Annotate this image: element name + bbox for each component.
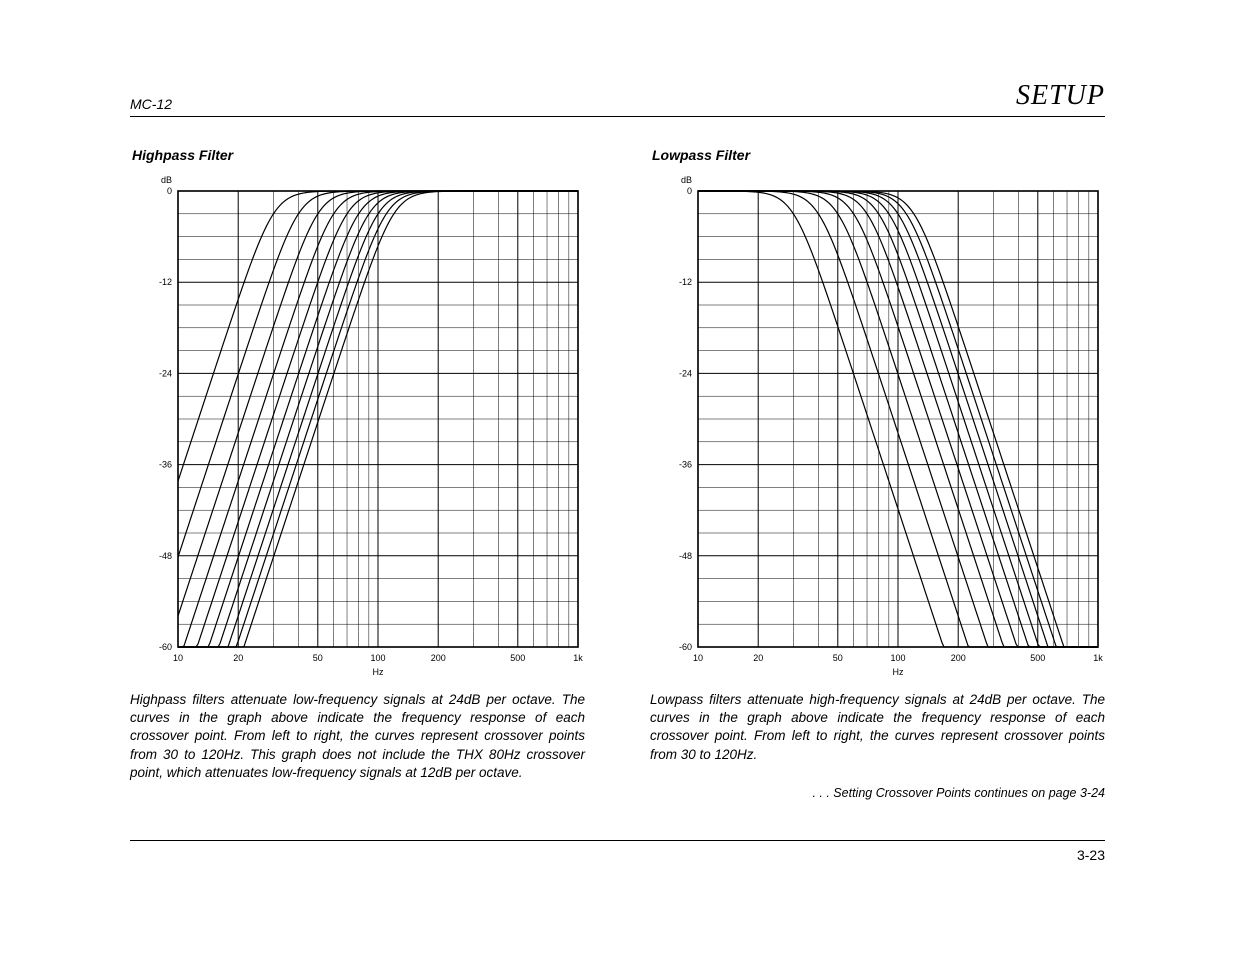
svg-text:200: 200: [951, 653, 966, 663]
highpass-column: Highpass Filter 0 -12 -24 -36 -48 -60 dB 10 20 50…: [130, 147, 585, 800]
svg-text:-24: -24: [159, 368, 172, 378]
highpass-caption: Highpass filters attenuate low-frequency…: [130, 691, 585, 782]
svg-text:10: 10: [693, 653, 703, 663]
svg-text:-36: -36: [159, 460, 172, 470]
svg-text:500: 500: [510, 653, 525, 663]
svg-text:Hz: Hz: [373, 667, 384, 677]
svg-text:20: 20: [753, 653, 763, 663]
svg-text:-60: -60: [159, 642, 172, 652]
highpass-title: Highpass Filter: [130, 147, 585, 163]
svg-text:100: 100: [370, 653, 385, 663]
svg-text:200: 200: [431, 653, 446, 663]
page-header: MC-12 SETUP: [130, 80, 1105, 117]
svg-text:1k: 1k: [573, 653, 583, 663]
lowpass-column: Lowpass Filter 0 -12 -24 -36 -48 -60 dB 10 20 50 1…: [650, 147, 1105, 800]
svg-text:0: 0: [167, 186, 172, 196]
lowpass-chart: 0 -12 -24 -36 -48 -60 dB 10 20 50 100 200 500 1k Hz: [650, 169, 1105, 681]
model-label: MC-12: [130, 96, 172, 112]
page-footer: 3-23: [130, 840, 1105, 863]
svg-text:-12: -12: [159, 277, 172, 287]
svg-text:-48: -48: [159, 551, 172, 561]
svg-text:dB: dB: [161, 175, 172, 185]
highpass-chart: 0 -12 -24 -36 -48 -60 dB 10 20 50 100 200 500 1k Hz: [130, 169, 585, 681]
svg-text:-24: -24: [679, 368, 692, 378]
svg-text:1k: 1k: [1093, 653, 1103, 663]
continues-note: . . . Setting Crossover Points continues…: [650, 786, 1105, 800]
svg-text:20: 20: [233, 653, 243, 663]
svg-text:500: 500: [1030, 653, 1045, 663]
svg-text:10: 10: [173, 653, 183, 663]
svg-text:dB: dB: [681, 175, 692, 185]
svg-text:100: 100: [890, 653, 905, 663]
svg-text:50: 50: [833, 653, 843, 663]
lowpass-title: Lowpass Filter: [650, 147, 1105, 163]
page-number: 3-23: [1077, 847, 1105, 863]
section-label: SETUP: [1016, 80, 1105, 112]
svg-text:50: 50: [313, 653, 323, 663]
lowpass-caption: Lowpass filters attenuate high-frequency…: [650, 691, 1105, 764]
svg-text:-12: -12: [679, 277, 692, 287]
svg-text:-36: -36: [679, 460, 692, 470]
svg-text:Hz: Hz: [893, 667, 904, 677]
svg-text:0: 0: [687, 186, 692, 196]
svg-text:-48: -48: [679, 551, 692, 561]
svg-text:-60: -60: [679, 642, 692, 652]
